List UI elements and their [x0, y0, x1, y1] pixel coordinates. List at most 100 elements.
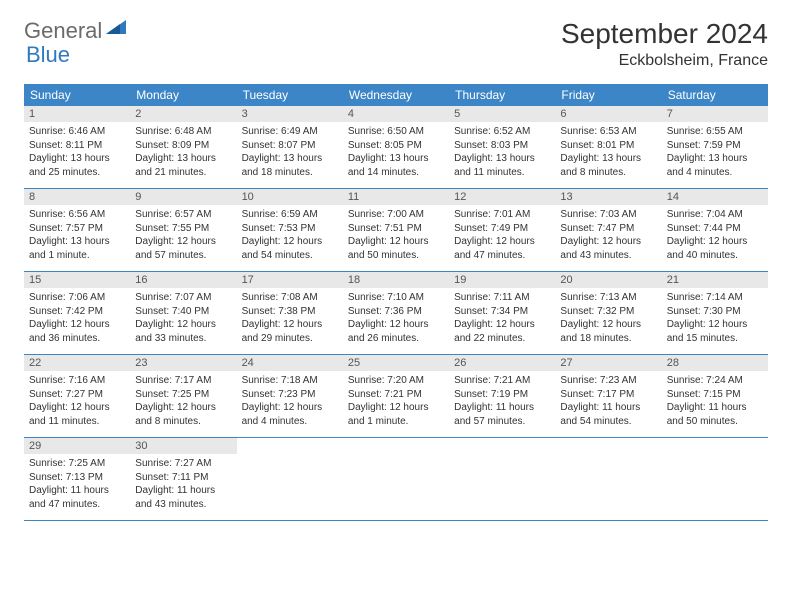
day-cell: 21Sunrise: 7:14 AMSunset: 7:30 PMDayligh… [662, 272, 768, 354]
logo-text-general: General [24, 18, 102, 44]
day-cell: 9Sunrise: 6:57 AMSunset: 7:55 PMDaylight… [130, 189, 236, 271]
day-cell: 13Sunrise: 7:03 AMSunset: 7:47 PMDayligh… [555, 189, 661, 271]
day-cell: 27Sunrise: 7:23 AMSunset: 7:17 PMDayligh… [555, 355, 661, 437]
day-info: Sunrise: 6:56 AMSunset: 7:57 PMDaylight:… [24, 205, 130, 268]
week-row: 15Sunrise: 7:06 AMSunset: 7:42 PMDayligh… [24, 272, 768, 355]
day-info: Sunrise: 7:00 AMSunset: 7:51 PMDaylight:… [343, 205, 449, 268]
sunrise-text: Sunrise: 7:11 AM [454, 291, 550, 305]
daylight-text: Daylight: 12 hours and 18 minutes. [560, 318, 656, 345]
sunrise-text: Sunrise: 7:16 AM [29, 374, 125, 388]
day-cell: 17Sunrise: 7:08 AMSunset: 7:38 PMDayligh… [237, 272, 343, 354]
day-cell: 5Sunrise: 6:52 AMSunset: 8:03 PMDaylight… [449, 106, 555, 188]
sunset-text: Sunset: 7:11 PM [135, 471, 231, 485]
day-cell: 26Sunrise: 7:21 AMSunset: 7:19 PMDayligh… [449, 355, 555, 437]
day-number: 2 [130, 106, 236, 122]
day-info: Sunrise: 7:18 AMSunset: 7:23 PMDaylight:… [237, 371, 343, 434]
daylight-text: Daylight: 12 hours and 29 minutes. [242, 318, 338, 345]
day-number: 1 [24, 106, 130, 122]
day-cell: 30Sunrise: 7:27 AMSunset: 7:11 PMDayligh… [130, 438, 236, 520]
day-number: 23 [130, 355, 236, 371]
day-cell: 2Sunrise: 6:48 AMSunset: 8:09 PMDaylight… [130, 106, 236, 188]
sunset-text: Sunset: 7:15 PM [667, 388, 763, 402]
daylight-text: Daylight: 11 hours and 47 minutes. [29, 484, 125, 511]
empty-cell [237, 438, 343, 520]
sunset-text: Sunset: 7:36 PM [348, 305, 444, 319]
day-cell: 3Sunrise: 6:49 AMSunset: 8:07 PMDaylight… [237, 106, 343, 188]
sunset-text: Sunset: 7:42 PM [29, 305, 125, 319]
daylight-text: Daylight: 12 hours and 4 minutes. [242, 401, 338, 428]
day-cell: 10Sunrise: 6:59 AMSunset: 7:53 PMDayligh… [237, 189, 343, 271]
day-info: Sunrise: 6:50 AMSunset: 8:05 PMDaylight:… [343, 122, 449, 185]
day-number: 17 [237, 272, 343, 288]
sunrise-text: Sunrise: 7:20 AM [348, 374, 444, 388]
day-cell: 23Sunrise: 7:17 AMSunset: 7:25 PMDayligh… [130, 355, 236, 437]
day-info: Sunrise: 6:49 AMSunset: 8:07 PMDaylight:… [237, 122, 343, 185]
sunrise-text: Sunrise: 6:55 AM [667, 125, 763, 139]
sunrise-text: Sunrise: 6:53 AM [560, 125, 656, 139]
logo: General [24, 18, 128, 44]
sunrise-text: Sunrise: 7:10 AM [348, 291, 444, 305]
sunrise-text: Sunrise: 7:00 AM [348, 208, 444, 222]
day-cell: 16Sunrise: 7:07 AMSunset: 7:40 PMDayligh… [130, 272, 236, 354]
day-cell: 6 Sunrise: 6:53 AMSunset: 8:01 PMDaylight… [555, 106, 661, 188]
day-headers-row: Sunday Monday Tuesday Wednesday Thursday… [24, 84, 768, 106]
week-row: 29Sunrise: 7:25 AMSunset: 7:13 PMDayligh… [24, 438, 768, 521]
sunrise-text: Sunrise: 7:18 AM [242, 374, 338, 388]
day-number: 18 [343, 272, 449, 288]
sunset-text: Sunset: 7:19 PM [454, 388, 550, 402]
day-number: 12 [449, 189, 555, 205]
sunset-text: Sunset: 8:01 PM [560, 139, 656, 153]
daylight-text: Daylight: 12 hours and 36 minutes. [29, 318, 125, 345]
sunrise-text: Sunrise: 7:04 AM [667, 208, 763, 222]
sunset-text: Sunset: 7:59 PM [667, 139, 763, 153]
daylight-text: Daylight: 13 hours and 1 minute. [29, 235, 125, 262]
sunset-text: Sunset: 8:09 PM [135, 139, 231, 153]
sunset-text: Sunset: 7:21 PM [348, 388, 444, 402]
sunrise-text: Sunrise: 7:07 AM [135, 291, 231, 305]
sunset-text: Sunset: 7:40 PM [135, 305, 231, 319]
sunset-text: Sunset: 7:13 PM [29, 471, 125, 485]
daylight-text: Daylight: 12 hours and 11 minutes. [29, 401, 125, 428]
day-number: 15 [24, 272, 130, 288]
day-number: 30 [130, 438, 236, 454]
day-cell: 25Sunrise: 7:20 AMSunset: 7:21 PMDayligh… [343, 355, 449, 437]
sunset-text: Sunset: 7:47 PM [560, 222, 656, 236]
day-info: Sunrise: 6:48 AMSunset: 8:09 PMDaylight:… [130, 122, 236, 185]
day-number: 14 [662, 189, 768, 205]
day-number: 25 [343, 355, 449, 371]
daylight-text: Daylight: 12 hours and 43 minutes. [560, 235, 656, 262]
day-info: Sunrise: 7:11 AMSunset: 7:34 PMDaylight:… [449, 288, 555, 351]
daylight-text: Daylight: 13 hours and 21 minutes. [135, 152, 231, 179]
sunrise-text: Sunrise: 6:48 AM [135, 125, 231, 139]
daylight-text: Daylight: 13 hours and 25 minutes. [29, 152, 125, 179]
sunset-text: Sunset: 8:11 PM [29, 139, 125, 153]
week-row: 8Sunrise: 6:56 AMSunset: 7:57 PMDaylight… [24, 189, 768, 272]
day-cell: 7Sunrise: 6:55 AMSunset: 7:59 PMDaylight… [662, 106, 768, 188]
daylight-text: Daylight: 13 hours and 14 minutes. [348, 152, 444, 179]
sunset-text: Sunset: 8:03 PM [454, 139, 550, 153]
sunset-text: Sunset: 7:27 PM [29, 388, 125, 402]
title-block: September 2024 Eckbolsheim, France [561, 18, 768, 70]
day-info: Sunrise: 7:25 AMSunset: 7:13 PMDaylight:… [24, 454, 130, 517]
day-info: Sunrise: 7:07 AMSunset: 7:40 PMDaylight:… [130, 288, 236, 351]
sunrise-text: Sunrise: 6:56 AM [29, 208, 125, 222]
daylight-text: Daylight: 12 hours and 54 minutes. [242, 235, 338, 262]
sunset-text: Sunset: 7:34 PM [454, 305, 550, 319]
sunrise-text: Sunrise: 7:25 AM [29, 457, 125, 471]
daylight-text: Daylight: 13 hours and 4 minutes. [667, 152, 763, 179]
empty-cell [449, 438, 555, 520]
day-header-tuesday: Tuesday [237, 84, 343, 106]
day-info: Sunrise: 7:13 AMSunset: 7:32 PMDaylight:… [555, 288, 661, 351]
daylight-text: Daylight: 12 hours and 57 minutes. [135, 235, 231, 262]
daylight-text: Daylight: 12 hours and 50 minutes. [348, 235, 444, 262]
week-row: 22Sunrise: 7:16 AMSunset: 7:27 PMDayligh… [24, 355, 768, 438]
day-number: 6 [555, 106, 661, 122]
empty-cell [343, 438, 449, 520]
day-info: Sunrise: 7:20 AMSunset: 7:21 PMDaylight:… [343, 371, 449, 434]
daylight-text: Daylight: 12 hours and 1 minute. [348, 401, 444, 428]
day-number: 10 [237, 189, 343, 205]
month-title: September 2024 [561, 18, 768, 50]
sunset-text: Sunset: 8:07 PM [242, 139, 338, 153]
daylight-text: Daylight: 13 hours and 8 minutes. [560, 152, 656, 179]
day-info: Sunrise: 7:14 AMSunset: 7:30 PMDaylight:… [662, 288, 768, 351]
